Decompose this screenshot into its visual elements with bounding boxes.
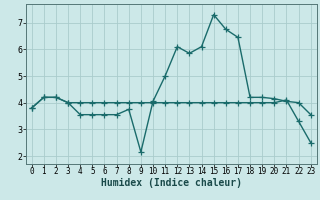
X-axis label: Humidex (Indice chaleur): Humidex (Indice chaleur) xyxy=(101,178,242,188)
